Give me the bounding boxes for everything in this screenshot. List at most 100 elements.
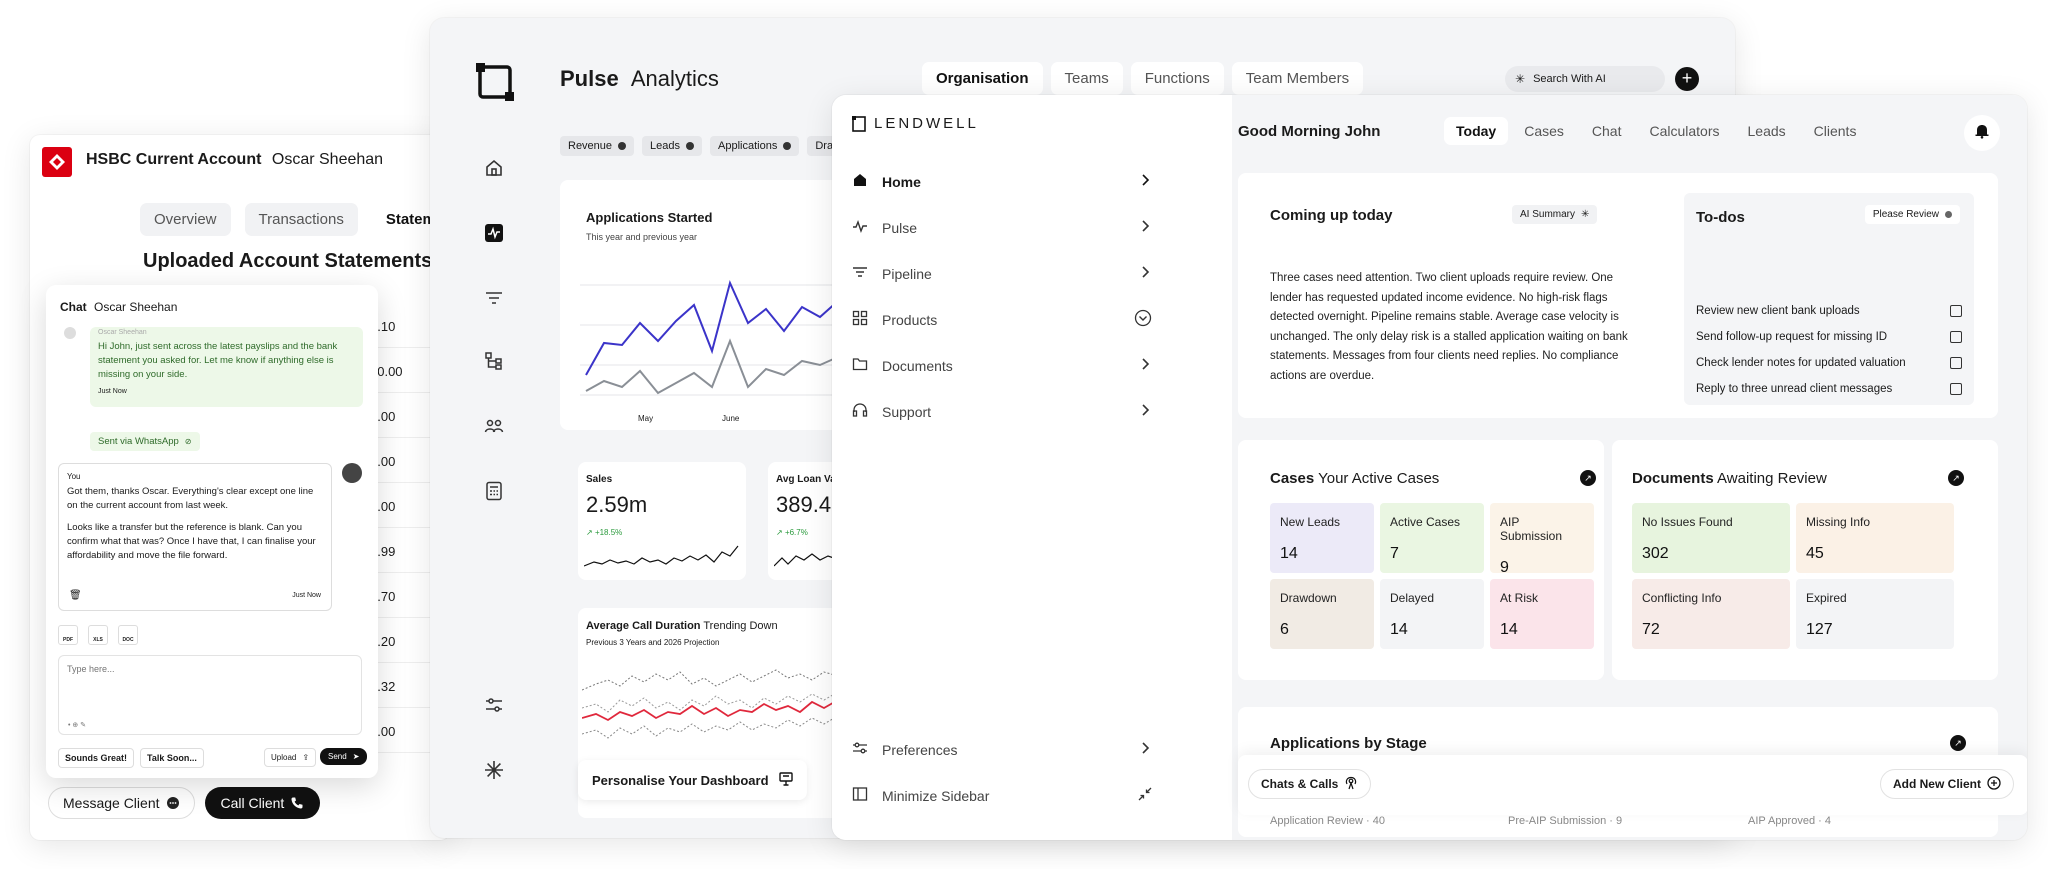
message-input[interactable] xyxy=(58,655,362,735)
open-stages-icon[interactable]: ↗ xyxy=(1950,735,1966,751)
table-row[interactable]: 50.00 xyxy=(370,348,450,393)
cases-subtitle: Your Active Cases xyxy=(1318,470,1440,487)
ai-sparkle-icon[interactable] xyxy=(484,760,504,785)
tab-functions[interactable]: Functions xyxy=(1130,62,1224,95)
close-icon[interactable] xyxy=(783,142,792,150)
x-tick-label: June xyxy=(722,414,740,423)
outgoing-message: You Got them, thanks Oscar. Everything's… xyxy=(58,463,332,611)
filter-chip-label: Leads xyxy=(650,140,681,152)
sales-value: 2.59m xyxy=(586,492,648,517)
tab-organisation[interactable]: Organisation xyxy=(922,62,1043,95)
doc-stat-tile[interactable]: No Issues Found 302 xyxy=(1632,503,1790,573)
check-icon: ⊘ xyxy=(184,437,192,446)
tab-chat[interactable]: Chat xyxy=(1579,117,1634,145)
todo-checkbox[interactable] xyxy=(1950,305,1962,317)
doc-stat-tile[interactable]: Expired 127 xyxy=(1796,579,1954,649)
quick-reply-button[interactable]: Sounds Great! xyxy=(58,748,135,768)
call-client-label: Call Client xyxy=(220,795,285,811)
tab-calculators[interactable]: Calculators xyxy=(1637,117,1732,145)
tab-cases[interactable]: Cases xyxy=(1512,117,1576,145)
xls-attachment-icon[interactable]: XLS xyxy=(88,625,108,645)
notifications-button[interactable] xyxy=(1964,115,2000,151)
todo-item[interactable]: Check lender notes for updated valuation xyxy=(1696,357,1962,369)
todo-item[interactable]: Review new client bank uploads xyxy=(1696,305,1962,317)
add-icon[interactable]: + xyxy=(1675,67,1699,91)
sidebar-item-documents[interactable]: Documents xyxy=(852,351,1152,381)
tab-overview[interactable]: Overview xyxy=(140,203,231,236)
filter-chip-leads[interactable]: Leads xyxy=(642,136,703,156)
tab-teams[interactable]: Teams xyxy=(1050,62,1123,95)
todo-item[interactable]: Send follow-up request for missing ID xyxy=(1696,331,1962,343)
doc-stat-value: 45 xyxy=(1806,545,1824,562)
todos-panel: To-dos Please Review Review new client b… xyxy=(1684,193,1974,405)
sidebar-item-home[interactable]: Home xyxy=(852,167,1152,197)
send-button[interactable]: Send ➤ xyxy=(320,748,368,765)
team-icon[interactable] xyxy=(484,416,504,441)
todo-checkbox[interactable] xyxy=(1950,357,1962,369)
case-stat-tile[interactable]: Active Cases 7 xyxy=(1380,503,1484,573)
case-stat-label: Drawdown xyxy=(1280,591,1337,605)
case-stat-label: Delayed xyxy=(1390,591,1435,605)
sidebar-item-support[interactable]: Support xyxy=(852,397,1152,427)
filter-chip-revenue[interactable]: Revenue xyxy=(560,136,635,156)
sidebar-item-minimize[interactable]: Minimize Sidebar xyxy=(852,781,1152,811)
message-client-button[interactable]: Message Client xyxy=(48,787,195,819)
tab-team-members[interactable]: Team Members xyxy=(1231,62,1364,95)
chat-bubble-icon xyxy=(166,796,180,810)
case-stat-tile[interactable]: Delayed 14 xyxy=(1380,579,1484,649)
add-client-label: Add New Client xyxy=(1892,777,1981,791)
filter-chip-applications[interactable]: Applications xyxy=(710,136,800,156)
tab-today[interactable]: Today xyxy=(1444,117,1509,145)
case-stat-tile[interactable]: New Leads 14 xyxy=(1270,503,1374,573)
home-icon[interactable] xyxy=(484,158,504,183)
tab-leads[interactable]: Leads xyxy=(1735,117,1798,145)
delete-icon[interactable]: 🗑 xyxy=(69,590,82,601)
chats-calls-button[interactable]: Chats & Calls xyxy=(1248,769,1372,799)
case-stat-tile[interactable]: At Risk 14 xyxy=(1490,579,1594,649)
open-cases-icon[interactable]: ↗ xyxy=(1580,470,1596,486)
doc-stat-tile[interactable]: Conflicting Info 72 xyxy=(1632,579,1790,649)
todo-checkbox[interactable] xyxy=(1950,331,1962,343)
sidebar-item-pulse[interactable]: Pulse xyxy=(852,213,1152,243)
open-documents-icon[interactable]: ↗ xyxy=(1948,470,1964,486)
calculator-icon[interactable] xyxy=(484,481,504,506)
tab-transactions[interactable]: Transactions xyxy=(244,203,358,236)
ai-summary-label: AI Summary xyxy=(1520,209,1576,220)
upload-button[interactable]: Upload ⇪ xyxy=(264,748,317,767)
case-stat-label: AIP Submission xyxy=(1500,515,1563,543)
format-icons[interactable]: • ⊕ ✎ xyxy=(68,722,87,729)
case-stat-tile[interactable]: Drawdown 6 xyxy=(1270,579,1374,649)
sidebar-item-pipeline[interactable]: Pipeline xyxy=(852,259,1152,289)
doc-stat-label: Conflicting Info xyxy=(1642,591,1722,605)
stage-item[interactable]: AIP Approved · 4 xyxy=(1748,815,1831,827)
ai-summary-button[interactable]: AI Summary ✳ xyxy=(1512,205,1598,224)
doc-attachment-icon[interactable]: DOC xyxy=(118,625,138,645)
ai-search-input[interactable]: ✳ Search With AI xyxy=(1505,66,1665,92)
chart-title: Applications Started xyxy=(586,210,713,225)
call-client-button[interactable]: Call Client xyxy=(204,787,321,819)
doc-stat-tile[interactable]: Missing Info 45 xyxy=(1796,503,1954,573)
please-review-badge[interactable]: Please Review xyxy=(1864,205,1960,224)
sliders-icon[interactable] xyxy=(484,695,504,720)
add-new-client-button[interactable]: Add New Client xyxy=(1879,769,2014,799)
sidebar-item-label: Minimize Sidebar xyxy=(882,788,990,804)
stage-item[interactable]: Pre-AIP Submission · 9 xyxy=(1508,815,1623,827)
personalise-dashboard-button[interactable]: Personalise Your Dashboard xyxy=(578,760,807,800)
filter-icon[interactable] xyxy=(484,288,504,313)
avatar xyxy=(342,463,362,483)
close-icon[interactable] xyxy=(686,142,695,150)
tab-clients[interactable]: Clients xyxy=(1801,117,1869,145)
pdf-attachment-icon[interactable]: PDF xyxy=(58,625,78,645)
case-stat-tile[interactable]: AIP Submission 9 xyxy=(1490,503,1594,576)
todo-checkbox[interactable] xyxy=(1950,383,1962,395)
hierarchy-icon[interactable] xyxy=(484,351,504,376)
todo-item[interactable]: Reply to three unread client messages xyxy=(1696,383,1962,395)
pulse-logo[interactable] xyxy=(476,63,514,106)
sidebar-item-products[interactable]: Products xyxy=(852,305,1152,335)
stage-item[interactable]: Application Review · 40 xyxy=(1270,815,1385,827)
sidebar-item-preferences[interactable]: Preferences xyxy=(852,735,1152,765)
quick-reply-button[interactable]: Talk Soon... xyxy=(140,748,204,768)
pulse-chart-icon[interactable] xyxy=(484,223,504,248)
close-icon[interactable] xyxy=(618,142,627,150)
documents-subtitle: Awaiting Review xyxy=(1717,470,1827,487)
